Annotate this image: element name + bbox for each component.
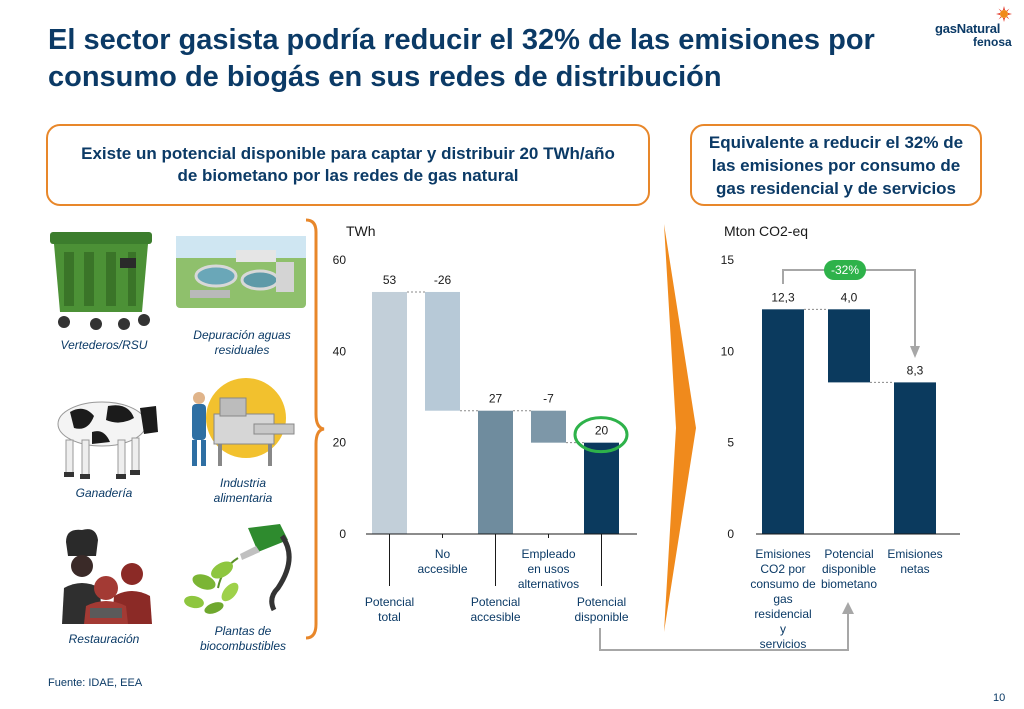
value-label-1: -26 <box>434 273 452 287</box>
category-label-2: Emisiones netas <box>887 547 942 576</box>
y-tick-label-1: 5 <box>727 436 734 450</box>
chefs-icon <box>62 529 152 624</box>
reduction-badge <box>824 260 866 280</box>
source-label-food-industry: Industria alimentaria <box>213 476 273 505</box>
value-label-0: 12,3 <box>771 290 795 304</box>
source-note: Fuente: IDAE, EEA <box>48 677 143 689</box>
reduction-arrow-head <box>910 346 920 358</box>
y-tick-label-2: 40 <box>333 344 347 358</box>
potential-box: Existe un potencial disponible para capt… <box>46 124 650 206</box>
source-label-livestock: Ganadería <box>75 486 133 500</box>
y-axis-unit-label: Mton CO2-eq <box>724 223 808 239</box>
biofuel-nozzle-icon <box>184 524 292 614</box>
potential-box-text: Existe un potencial disponible para capt… <box>81 144 615 185</box>
category-label-1: Potencial disponible biometano <box>821 547 877 591</box>
bar-4 <box>584 442 619 534</box>
logo-line-2: fenosa <box>973 35 1012 49</box>
source-label-restaurants: Restauración <box>68 632 140 646</box>
logo-line-1: gasNatural <box>935 21 1001 36</box>
bar-2 <box>478 410 513 534</box>
transition-arrow-icon <box>664 224 696 632</box>
y-tick-label-3: 60 <box>333 253 347 267</box>
value-label-3: -7 <box>543 392 554 406</box>
bar-2 <box>894 382 936 534</box>
gas-natural-fenosa-logo: gasNatural fenosa <box>933 6 1017 49</box>
cow-icon <box>57 401 158 479</box>
bar-0 <box>762 309 804 534</box>
y-tick-label-2: 10 <box>721 344 735 358</box>
y-tick-label-3: 15 <box>721 253 735 267</box>
value-label-2: 27 <box>489 392 503 406</box>
y-tick-label-0: 0 <box>727 527 734 541</box>
value-label-2: 8,3 <box>907 363 924 377</box>
category-label-0: Emisiones CO2 por consumo de gas residencial… <box>750 547 816 650</box>
bar-3 <box>531 410 566 443</box>
source-label-wastewater: Depuración aguas residuales <box>193 328 291 357</box>
page-number: 10 <box>993 692 1006 704</box>
y-tick-label-0: 0 <box>339 527 346 541</box>
y-axis-unit-label: TWh <box>346 223 376 239</box>
category-label-0: Potencial total <box>365 595 414 624</box>
y-tick-label-1: 20 <box>333 436 347 450</box>
water-treatment-plant-icon <box>176 236 306 308</box>
emissions-box-text: Equivalente a reducir el 32% de las emis… <box>708 132 964 198</box>
source-label-biofuel: Plantas de biocombustibles <box>199 624 287 653</box>
category-label-4: Potencial disponible <box>574 595 628 624</box>
category-label-3: Empleado en usos alternativos <box>518 547 579 591</box>
value-label-1: 4,0 <box>841 290 858 304</box>
waste-container-icon <box>50 232 152 330</box>
emissions-waterfall-chart: Mton CO2-eq 0 5 10 15 12,3 4,0 8,3 Emisiones CO2 … <box>721 223 960 650</box>
food-industry-worker-icon <box>192 378 295 466</box>
highlight-circle <box>573 416 629 454</box>
category-label-2: Potencial accesible <box>470 595 520 624</box>
bar-1 <box>425 291 460 411</box>
page-title: El sector gasista podría reducir el 32% … <box>48 24 875 93</box>
reduction-badge-text: -32% <box>831 263 859 277</box>
value-label-4: 20 <box>595 424 609 438</box>
source-label-landfill: Vertederos/RSU <box>60 338 148 352</box>
bar-1 <box>828 309 870 383</box>
value-label-0: 53 <box>383 273 397 287</box>
bar-0 <box>372 291 407 534</box>
sources-bracket <box>305 218 325 640</box>
sun-logo-icon <box>996 6 1012 22</box>
emissions-box: Equivalente a reducir el 32% de las emis… <box>690 124 982 206</box>
category-label-1: No accesible <box>417 547 467 576</box>
connector-arrow-icon <box>599 602 854 651</box>
